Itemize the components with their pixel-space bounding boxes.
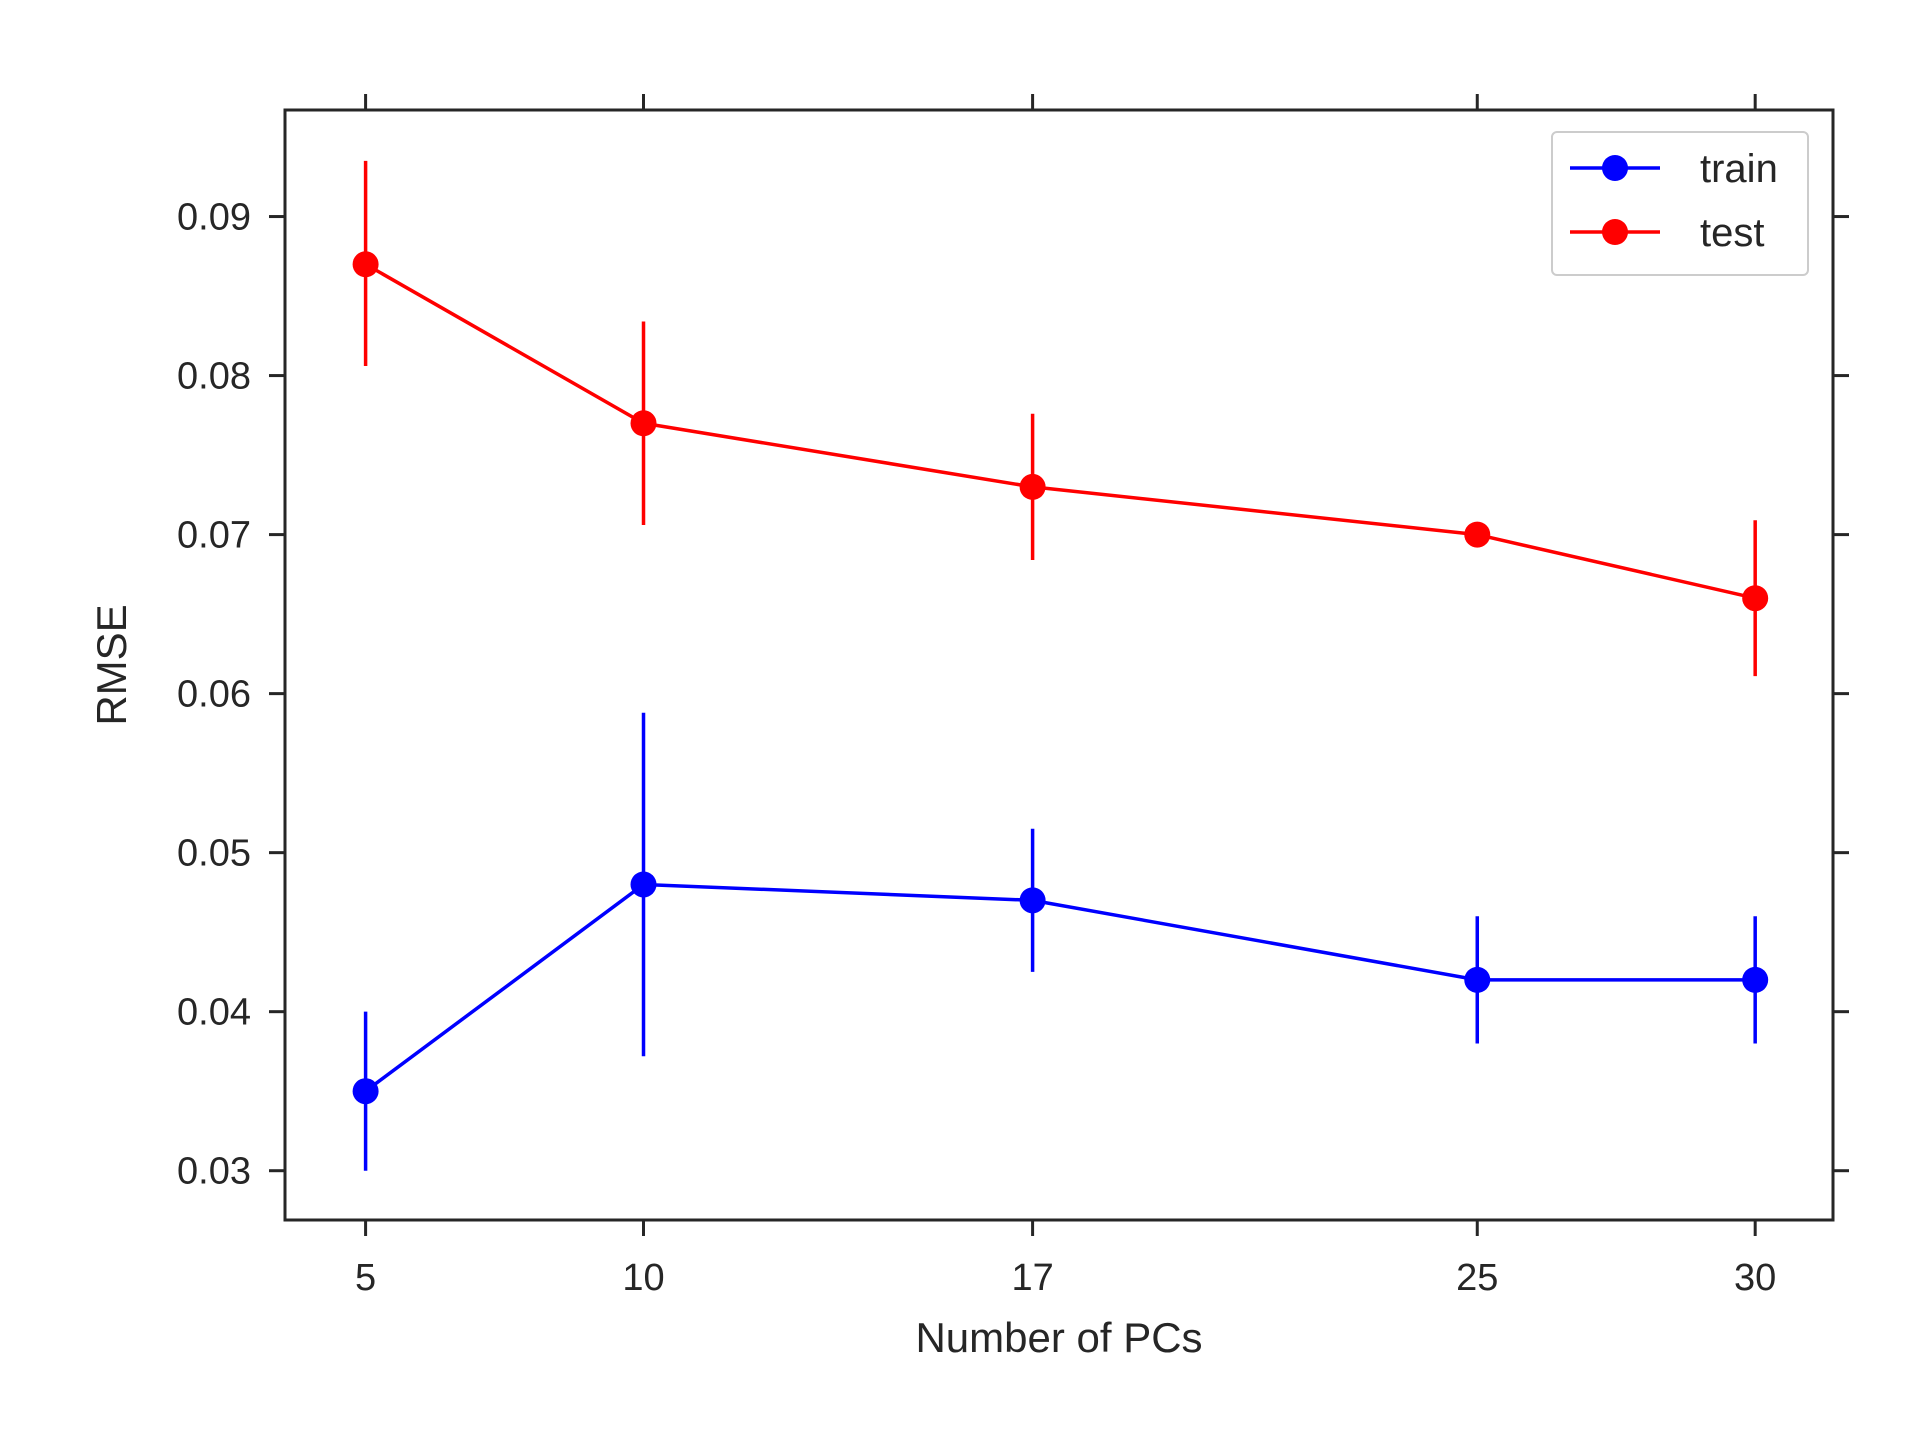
x-tick-label: 25 (1456, 1257, 1498, 1299)
point-test (352, 251, 379, 278)
x-tick-label: 5 (355, 1257, 376, 1299)
y-tick-label: 0.09 (177, 197, 251, 239)
point-train (1019, 887, 1046, 914)
point-train (1464, 966, 1491, 993)
legend-label-test: test (1700, 211, 1764, 255)
series-train (352, 712, 1769, 1171)
y-tick-label: 0.04 (177, 992, 251, 1034)
y-tick-label: 0.06 (177, 674, 251, 716)
y-tick-label: 0.08 (177, 356, 251, 398)
x-tick-label: 17 (1011, 1257, 1053, 1299)
line-test (364, 262, 1756, 600)
y-tick-label: 0.07 (177, 515, 251, 557)
legend-marker-train (1602, 155, 1628, 181)
point-test (1464, 521, 1491, 548)
line-train (364, 882, 1756, 1093)
x-axis-label: Number of PCs (915, 1314, 1202, 1361)
point-test (1019, 473, 1046, 500)
x-tick-label: 30 (1734, 1257, 1776, 1299)
plot-frame (283, 108, 1835, 1222)
y-axis-label: RMSE (88, 604, 135, 725)
plot-marks (352, 160, 1769, 1171)
point-train (630, 871, 657, 898)
axis-ticks: 5 10 17 25 30 0.03 0.04 0.05 0.06 0.07 0.08 0.09 (177, 94, 1849, 1299)
legend: train test (1551, 131, 1809, 276)
point-train (352, 1078, 379, 1105)
point-test (1742, 585, 1769, 612)
legend-marker-test (1602, 219, 1628, 245)
y-tick-label: 0.03 (177, 1151, 251, 1193)
x-tick-label: 10 (622, 1257, 664, 1299)
y-tick-label: 0.05 (177, 833, 251, 875)
legend-label-train: train (1700, 147, 1778, 191)
point-test (630, 410, 657, 437)
point-train (1742, 966, 1769, 993)
series-test (352, 160, 1769, 677)
